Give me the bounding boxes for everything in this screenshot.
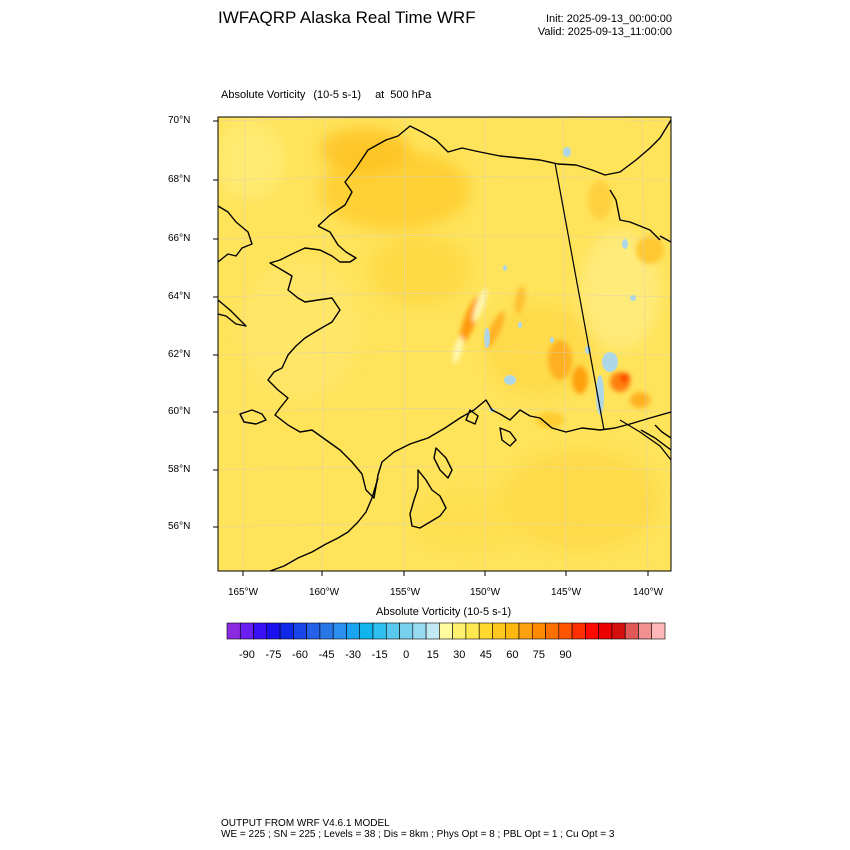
lat-label-66n: 66°N <box>168 233 191 244</box>
colorbar-box <box>598 622 613 640</box>
colorbar-box <box>518 622 533 640</box>
colorbar-box <box>585 622 599 640</box>
lon-label-160w: 160°W <box>308 587 340 598</box>
footer-model-line: OUTPUT FROM WRF V4.6.1 MODEL <box>221 818 390 829</box>
plot-subtitle: Absolute Vorticity (10-5 s-1) at 500 hPa <box>221 89 431 101</box>
footer-config-line: WE = 225 ; SN = 225 ; Levels = 38 ; Dis … <box>221 829 615 840</box>
colorbar-box <box>425 622 440 640</box>
lat-label-68n: 68°N <box>168 174 191 185</box>
lat-label-62n: 62°N <box>168 349 191 360</box>
colorbar-box <box>638 622 653 640</box>
colorbar-box <box>478 622 493 640</box>
colorbar-box <box>253 622 268 640</box>
lon-label-150w: 150°W <box>469 587 501 598</box>
pressure-level: 500 hPa <box>390 89 432 101</box>
graticule <box>218 117 671 571</box>
colorbar <box>226 622 666 640</box>
map-frame <box>217 116 672 572</box>
at-label: at <box>375 89 385 101</box>
border-lines <box>554 162 671 461</box>
colorbar-box <box>439 622 453 640</box>
colorbar-box <box>452 622 467 640</box>
colorbar-title: Absolute Vorticity (10-5 s-1) <box>376 606 512 618</box>
colorbar-tick-label: -15 <box>371 649 388 661</box>
vorticity-field <box>218 117 671 571</box>
lat-label-64n: 64°N <box>168 291 191 302</box>
colorbar-box <box>545 622 560 640</box>
valid-time: Valid: 2025-09-13_11:00:00 <box>537 26 672 38</box>
colorbar-tick-label: 90 <box>559 649 572 661</box>
colorbar-box <box>239 622 254 640</box>
colorbar-box <box>399 622 414 640</box>
colorbar-box <box>332 622 347 640</box>
colorbar-tick-label: -90 <box>238 649 255 661</box>
colorbar-box <box>346 622 361 640</box>
colorbar-box <box>492 622 507 640</box>
colorbar-box <box>372 622 387 640</box>
colorbar-box <box>359 622 374 640</box>
colorbar-tick-label: 60 <box>506 649 519 661</box>
field-units: (10-5 s-1) <box>313 89 362 101</box>
colorbar-box <box>571 622 586 640</box>
colorbar-box <box>558 622 573 640</box>
init-time: Init: 2025-09-13_00:00:00 <box>546 13 672 25</box>
colorbar-tick-label: 45 <box>479 649 492 661</box>
colorbar-box <box>624 622 639 640</box>
colorbar-tick-label: 0 <box>403 649 410 661</box>
colorbar-tick-label: -60 <box>292 649 308 661</box>
colorbar-box <box>319 622 334 640</box>
colorbar-box <box>505 622 520 640</box>
lon-label-155w: 155°W <box>389 587 421 598</box>
lon-label-165w: 165°W <box>227 587 259 598</box>
lon-label-140w: 140°W <box>632 587 664 598</box>
coastlines <box>218 119 671 571</box>
colorbar-box <box>385 622 400 640</box>
page-title: IWFAQRP Alaska Real Time WRF <box>218 8 476 27</box>
colorbar-box <box>465 622 480 640</box>
colorbar-box <box>226 622 241 640</box>
colorbar-box <box>266 622 281 640</box>
colorbar-tick-label: -75 <box>265 649 282 661</box>
lon-label-145w: 145°W <box>550 587 582 598</box>
axis-ticks <box>213 120 649 576</box>
lat-label-56n: 56°N <box>168 521 191 532</box>
lat-label-58n: 58°N <box>168 464 191 475</box>
colorbar-tick-label: 30 <box>453 649 466 661</box>
colorbar-box <box>293 622 307 640</box>
colorbar-tick-label: 15 <box>426 649 439 661</box>
colorbar-tick-label: -45 <box>318 649 335 661</box>
colorbar-tick-label: -30 <box>345 649 362 661</box>
colorbar-box <box>651 622 666 640</box>
colorbar-box <box>279 622 294 640</box>
colorbar-box <box>412 622 427 640</box>
colorbar-box <box>611 622 626 640</box>
lat-label-60n: 60°N <box>168 406 191 417</box>
colorbar-tick-label: 75 <box>532 649 546 661</box>
colorbar-box <box>531 622 546 640</box>
lat-label-70n: 70°N <box>168 115 191 126</box>
field-name: Absolute Vorticity <box>221 89 306 101</box>
colorbar-box <box>306 622 321 640</box>
